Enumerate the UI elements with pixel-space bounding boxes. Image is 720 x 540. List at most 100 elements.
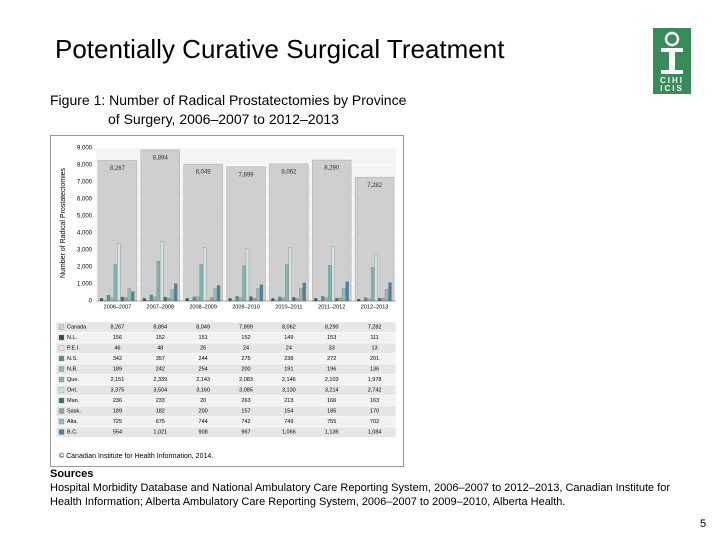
logo: CIHI ICIS [653, 28, 691, 94]
table-value: 263 [241, 398, 250, 404]
table-value: 8,267 [111, 325, 125, 331]
table-value: 749 [284, 419, 293, 425]
table-row [55, 416, 397, 428]
table-value: 254 [199, 367, 208, 373]
chart: Number of Radical Prostatectomies © Cana… [50, 135, 404, 467]
table-value: 2,083 [239, 377, 253, 383]
table-value: 33 [329, 346, 335, 352]
logo-text: ICIS [660, 84, 684, 93]
bar [142, 298, 146, 302]
y-tick-label: 4,000 [77, 231, 93, 237]
table-value: 7,899 [239, 325, 253, 331]
table-value: 702 [370, 419, 379, 425]
table-value: 357 [156, 356, 165, 362]
table-value: 967 [241, 430, 250, 436]
y-tick-label: 9,000 [77, 146, 93, 152]
legend-label: N.B. [67, 367, 78, 373]
table-value: 236 [113, 398, 122, 404]
legend-swatch [58, 366, 65, 372]
legend-swatch [58, 387, 65, 393]
table-value: 1,136 [325, 430, 339, 436]
table-value: 2,103 [325, 377, 339, 383]
table-value: 755 [327, 419, 336, 425]
legend-swatch [58, 334, 65, 341]
table-value: 152 [241, 335, 250, 341]
bar [363, 297, 368, 302]
legend-label: B.C. [67, 430, 78, 436]
bar [170, 289, 174, 302]
table-row [55, 342, 397, 354]
bar [345, 281, 349, 302]
bar [256, 288, 260, 302]
bar [292, 297, 296, 302]
y-tick-label: 0 [89, 299, 93, 305]
bar [249, 296, 253, 302]
data-label: 8,062 [281, 170, 297, 176]
table-value: 2,146 [282, 377, 296, 383]
y-axis-label: Number of Radical Prostatectomies [60, 167, 67, 278]
data-label: 8,049 [196, 170, 212, 176]
table-value: 2,339 [153, 377, 167, 383]
x-tick-label: 2006–2007 [104, 304, 132, 310]
legend-label: N.L. [67, 335, 78, 341]
table-value: 1,021 [153, 430, 167, 436]
table-value: 3,214 [325, 388, 339, 394]
bar [196, 296, 200, 302]
table-value: 136 [370, 367, 379, 373]
legend-label: Alta. [67, 419, 78, 425]
bar [113, 264, 118, 302]
bar [281, 297, 285, 302]
table-value: 744 [199, 419, 208, 425]
bar [99, 298, 104, 302]
bar [295, 298, 299, 302]
bar [384, 288, 389, 302]
x-tick-label: 2008–2009 [189, 304, 217, 310]
y-tick-label: 3,000 [77, 248, 93, 254]
y-tick-label: 7,000 [77, 180, 93, 186]
table-value: 213 [284, 398, 293, 404]
table-value: 182 [156, 409, 165, 415]
sources-heading: Sources [50, 468, 94, 480]
page-number: 5 [700, 518, 707, 530]
table-value: 13 [372, 346, 378, 352]
table-value: 46 [114, 346, 120, 352]
bar [314, 298, 318, 302]
table-value: 675 [156, 419, 165, 425]
table-value: 157 [241, 409, 250, 415]
table-row [55, 395, 397, 407]
bar [252, 298, 257, 302]
bar [259, 284, 264, 302]
table-value: 725 [113, 419, 122, 425]
legend-label: Ont. [67, 388, 78, 394]
table-value: 272 [327, 356, 336, 362]
bar [328, 265, 332, 302]
table-value: 189 [113, 409, 122, 415]
table-row [55, 332, 397, 344]
y-tick-label: 1,000 [77, 282, 93, 288]
table-value: 2,151 [111, 377, 125, 383]
legend-swatch [58, 408, 65, 414]
bar [185, 298, 189, 302]
table-row [55, 405, 397, 417]
bar [124, 297, 128, 302]
bar [163, 296, 167, 302]
legend-label: N.S. [67, 356, 78, 362]
y-tick-label: 6,000 [77, 197, 93, 203]
bar [335, 298, 339, 302]
bar [160, 241, 164, 302]
logo-text: CIHI [660, 76, 684, 85]
legend-swatch [58, 324, 65, 330]
legend-label: Sask. [67, 409, 81, 415]
bar [106, 295, 111, 302]
copyright: © Canadian Institute for Health Informat… [59, 452, 213, 460]
table-value: 166 [327, 398, 336, 404]
bar [153, 296, 157, 302]
table-value: 200 [199, 409, 208, 415]
bar [278, 296, 282, 302]
x-tick-label: 2012–2013 [361, 304, 389, 310]
table-row [55, 384, 397, 396]
bar [174, 283, 178, 302]
bar [238, 297, 243, 302]
data-label: 7,899 [238, 172, 254, 178]
